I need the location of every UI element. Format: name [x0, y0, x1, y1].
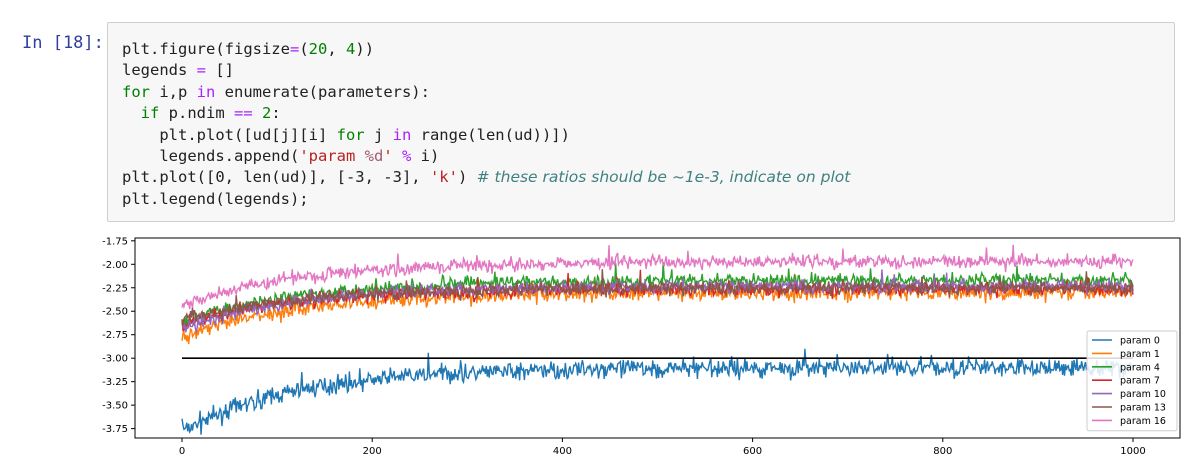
code-token: in: [392, 125, 412, 144]
code-token: =: [289, 40, 300, 58]
code-token: [393, 147, 402, 165]
series-line-param-1: [181, 274, 1134, 345]
code-cell-input[interactable]: plt.figure(figsize=(20, 4)) legends = [] f…: [107, 22, 1175, 222]
code-token: i): [411, 147, 440, 166]
code-token: range(len(ud))]): [411, 125, 570, 144]
series-line-param-0: [181, 348, 1134, 435]
code-token: []: [206, 61, 234, 80]
code-line: if p.ndim == 2:: [122, 103, 850, 124]
y-tick-label: -3.50: [102, 401, 128, 412]
code-token: i,p: [150, 82, 197, 101]
y-tick-label: -1.75: [102, 236, 128, 247]
code-token: ): [457, 168, 477, 187]
x-tick-label: 1000: [1120, 446, 1145, 457]
code-token: )): [355, 40, 375, 58]
legend-box: [1086, 330, 1178, 432]
code-line: plt.plot([0, len(ud)], [-3, -3], 'k') # …: [122, 167, 850, 188]
axes-frame: [134, 237, 1181, 439]
cell-prompt: In [18]:: [22, 33, 104, 53]
series-line-param-16: [181, 244, 1134, 310]
y-tick-label: -3.25: [102, 377, 128, 388]
code-line: legends.append('param %d' % i): [122, 146, 850, 167]
legend-label: param 7: [1120, 376, 1160, 387]
legend-label: param 10: [1120, 389, 1166, 400]
code-token: 'k': [429, 168, 458, 187]
code-line: legends = []: [122, 60, 850, 81]
code-token: enumerate(parameters):: [215, 82, 430, 101]
x-tick-label: 800: [933, 446, 952, 457]
code-token: 20: [308, 40, 328, 58]
code-token: ==: [234, 104, 253, 123]
code-token: :: [271, 104, 281, 123]
code-token: j: [364, 125, 393, 144]
y-tick-label: -2.75: [102, 330, 128, 341]
y-tick-label: -2.50: [102, 307, 128, 318]
x-tick-label: 200: [363, 446, 382, 457]
line-chart: -1.75 -2.00 -2.25 -2.50 -2.75 -3.00 -3.25 -3.50…: [102, 236, 1181, 457]
y-tick-label: -2.25: [102, 283, 128, 294]
legend-label: param 1: [1120, 349, 1160, 360]
code-editor[interactable]: plt.figure(figsize=(20, 4)) legends = [] f…: [122, 39, 850, 210]
code-token: plt.plot([0, len(ud)], [-3, -3],: [122, 168, 430, 187]
y-tick-label: -2.00: [102, 260, 128, 271]
code-token: 'param: [299, 147, 365, 166]
code-token: in: [196, 82, 216, 101]
x-tick-label: 400: [553, 446, 572, 457]
x-tick-label: 600: [743, 446, 762, 457]
code-token: legends.append(: [122, 147, 300, 166]
code-token: plt.legend(legends);: [122, 189, 309, 208]
code-token: [253, 104, 262, 122]
code-line: plt.legend(legends);: [122, 189, 850, 210]
code-token: (: [299, 40, 309, 58]
code-token: =: [196, 61, 206, 80]
code-token: %: [402, 147, 412, 166]
code-token: [122, 104, 141, 122]
y-tick-label: -3.75: [102, 424, 128, 435]
code-token: # these ratios should be ~1e-3, indicate…: [476, 168, 851, 187]
code-token: if: [140, 104, 160, 123]
code-token: 4: [346, 40, 356, 58]
plot-output: -1.75 -2.00 -2.25 -2.50 -2.75 -3.00 -3.25 -3.50…: [80, 232, 1190, 472]
code-token: %d: [364, 147, 384, 166]
series-line-param-13: [181, 269, 1134, 325]
legend-label: param 13: [1120, 403, 1166, 414]
code-token: legends: [122, 61, 197, 80]
code-token: plt.figure(figsize: [122, 40, 290, 58]
legend-label: param 0: [1120, 336, 1160, 347]
legend-label: param 16: [1120, 416, 1166, 427]
x-tick-label: 0: [179, 446, 185, 457]
legend-label: param 4: [1120, 362, 1160, 373]
code-token: 2: [262, 104, 272, 123]
code-token: ,: [327, 40, 347, 58]
code-token: for: [122, 82, 150, 101]
code-token: p.ndim: [159, 104, 234, 123]
code-token: ': [383, 147, 393, 166]
code-line: for i,p in enumerate(parameters):: [122, 82, 850, 103]
code-line: plt.figure(figsize=(20, 4)): [122, 39, 850, 60]
y-tick-label: -3.00: [102, 354, 128, 365]
code-line: plt.plot([ud[j][i] for j in range(len(ud…: [122, 125, 850, 146]
code-token: for: [336, 125, 365, 144]
code-token: plt.plot([ud[j][i]: [122, 125, 337, 144]
